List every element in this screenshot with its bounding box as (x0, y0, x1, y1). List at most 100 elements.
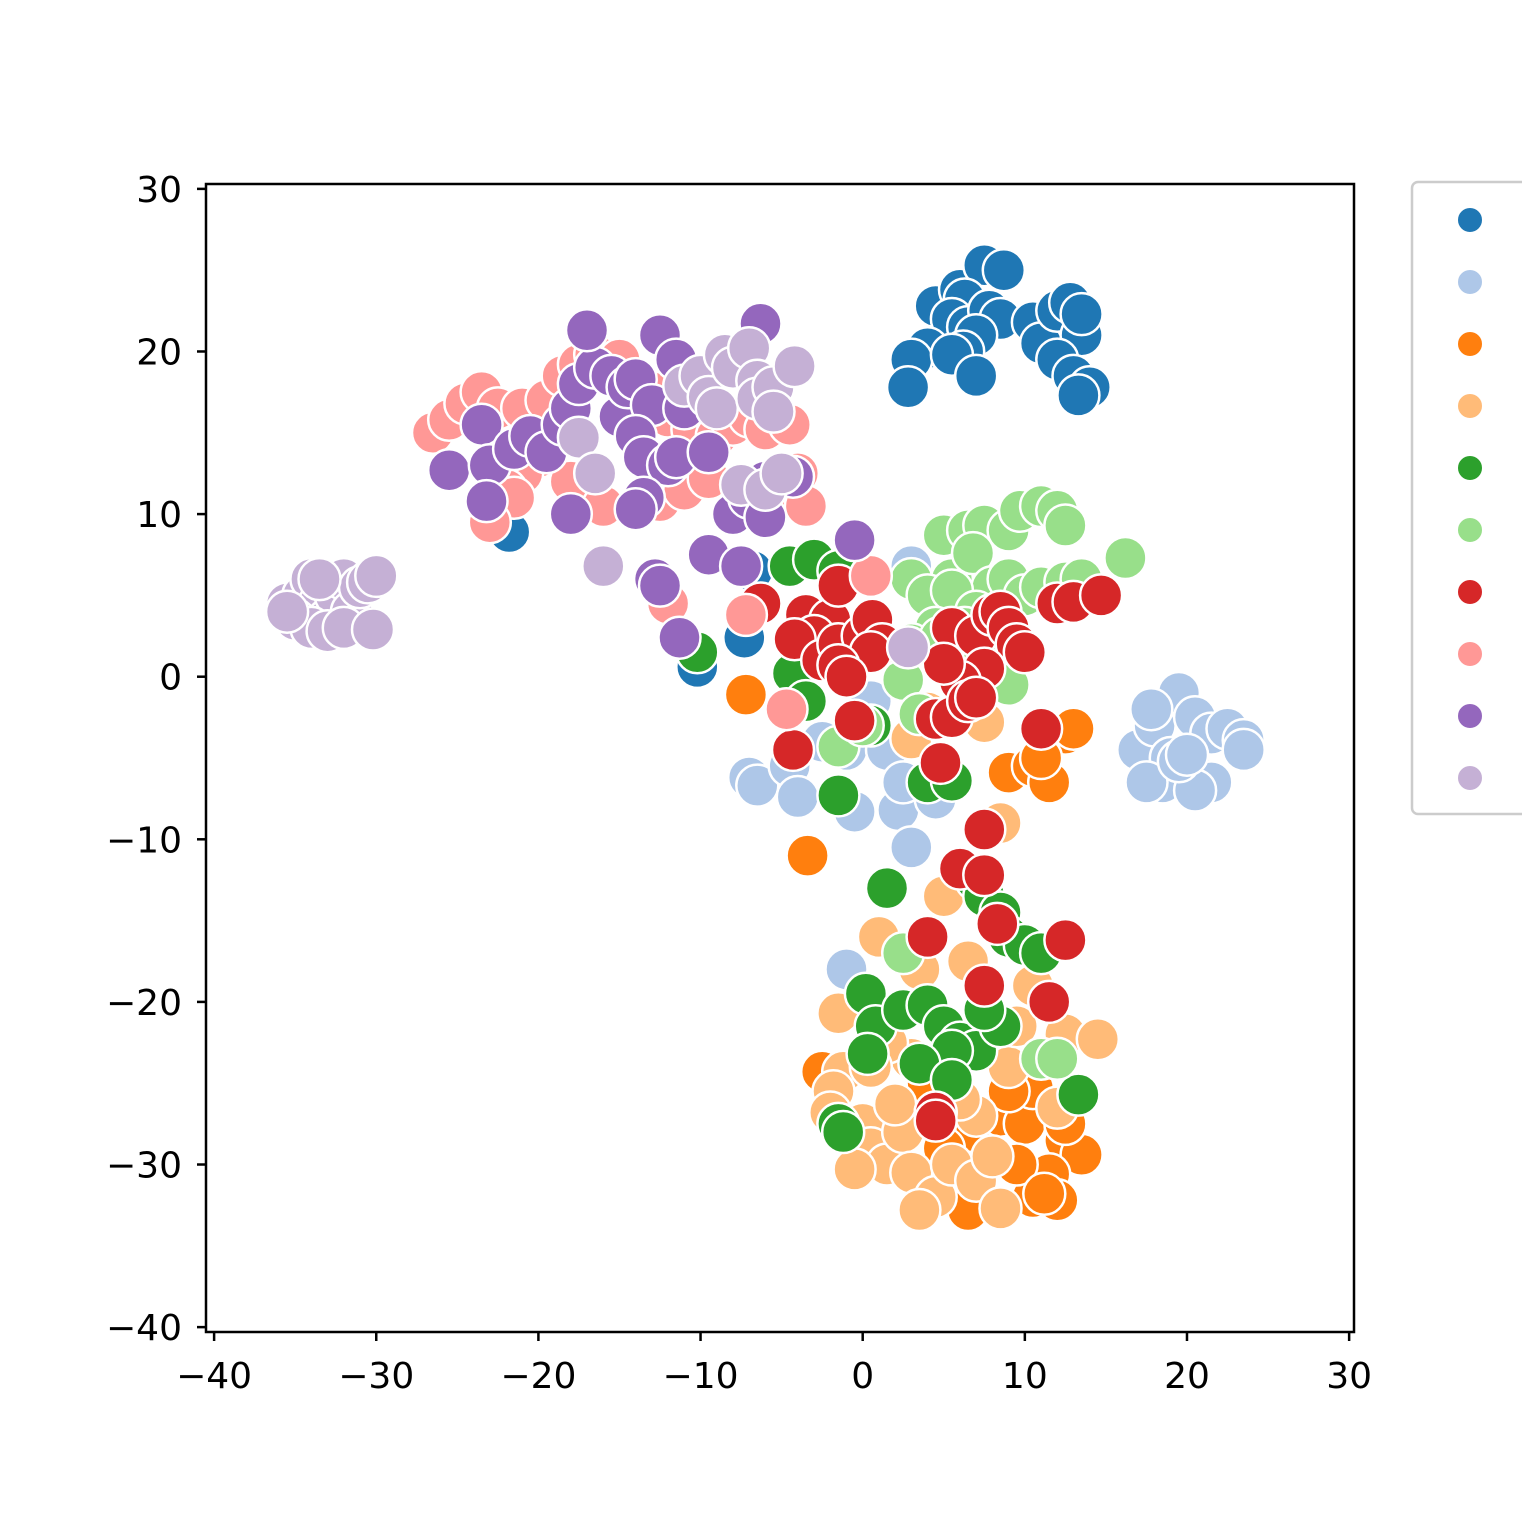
data-point-series-2 (1164, 732, 1210, 777)
data-point-series-10 (751, 389, 796, 434)
data-point-series-10 (350, 607, 396, 652)
data-point-series-7 (770, 727, 816, 773)
data-points (264, 243, 1266, 1233)
legend-marker (1456, 268, 1484, 296)
data-point-series-10 (694, 386, 740, 431)
x-axis: −40 −30 −20 −10 0 10 20 30 (176, 1332, 1372, 1397)
data-point-series-4 (832, 1147, 877, 1192)
data-point-series-9 (686, 430, 731, 475)
data-point-series-6 (950, 530, 996, 576)
data-point-series-8 (723, 592, 769, 638)
data-point-series-7 (913, 1098, 958, 1143)
data-point-series-2 (1221, 727, 1266, 773)
data-point-series-9 (832, 517, 877, 563)
data-point-series-9 (564, 308, 610, 353)
data-point-series-7 (1002, 630, 1048, 675)
data-point-series-7 (962, 963, 1007, 1008)
data-point-series-9 (657, 615, 702, 660)
data-point-series-8 (764, 686, 809, 732)
x-tick-label: 0 (851, 1356, 874, 1397)
y-tick-label: 0 (159, 658, 182, 699)
x-tick-label: −30 (338, 1356, 414, 1397)
legend-marker (1456, 578, 1484, 606)
y-tick-label: −40 (106, 1308, 182, 1349)
data-point-series-10 (581, 543, 626, 589)
data-point-series-10 (572, 451, 618, 496)
data-point-series-5 (1056, 1072, 1101, 1117)
data-point-series-1 (1059, 291, 1104, 337)
data-point-series-3 (723, 672, 769, 717)
data-point-series-5 (816, 773, 861, 818)
data-point-series-2 (775, 774, 821, 820)
data-point-series-7 (975, 901, 1020, 947)
data-point-series-9 (426, 447, 472, 493)
data-point-series-1 (981, 247, 1027, 293)
legend-marker (1456, 516, 1484, 544)
data-point-series-9 (464, 478, 509, 524)
y-tick-label: −20 (106, 983, 182, 1024)
data-point-series-5 (820, 1109, 866, 1155)
data-point-series-9 (613, 486, 658, 532)
data-point-series-6 (1043, 503, 1088, 548)
legend-marker (1456, 392, 1484, 420)
data-point-series-7 (1026, 979, 1072, 1025)
data-point-series-2 (1124, 760, 1169, 805)
legend-frame (1410, 180, 1522, 816)
data-point-series-7 (1078, 573, 1124, 618)
data-point-series-3 (1022, 1171, 1067, 1217)
y-tick-label: 10 (136, 495, 182, 536)
data-point-series-2 (735, 763, 780, 808)
data-point-series-10 (885, 625, 931, 670)
y-tick-label: −30 (106, 1146, 182, 1187)
data-point-series-4 (970, 1134, 1015, 1179)
data-point-series-10 (759, 451, 804, 496)
x-tick-label: 30 (1326, 1356, 1372, 1397)
data-point-series-10 (354, 553, 399, 599)
data-point-series-7 (824, 654, 869, 699)
legend-marker (1456, 764, 1484, 792)
y-tick-label: 20 (136, 332, 182, 373)
data-point-series-10 (772, 343, 817, 389)
data-point-series-4 (978, 1186, 1023, 1231)
x-tick-label: −40 (176, 1356, 252, 1397)
data-point-series-6 (1103, 535, 1148, 581)
data-point-series-7 (962, 852, 1007, 898)
data-point-series-7 (905, 914, 950, 960)
x-tick-label: −20 (500, 1356, 576, 1397)
y-tick-label: −10 (106, 820, 182, 861)
legend-marker (1456, 454, 1484, 482)
data-point-series-7 (918, 740, 963, 786)
data-point-series-1 (1056, 373, 1101, 418)
legend-marker (1456, 640, 1484, 668)
data-point-series-3 (785, 833, 830, 878)
data-point-series-2 (889, 825, 934, 870)
y-tick-label: 30 (136, 170, 182, 211)
x-tick-label: 10 (1002, 1356, 1048, 1397)
data-point-series-9 (637, 563, 683, 608)
data-point-series-7 (1043, 917, 1088, 963)
legend (1410, 180, 1522, 816)
legend-marker (1456, 330, 1484, 358)
plot-frame (204, 182, 1356, 1334)
x-tick-label: 20 (1164, 1356, 1210, 1397)
data-point-series-7 (832, 698, 877, 743)
data-point-series-7 (953, 675, 999, 721)
legend-marker (1456, 206, 1484, 234)
x-tick-label: −10 (663, 1356, 739, 1397)
data-point-series-9 (718, 543, 764, 589)
data-point-series-2 (1129, 686, 1174, 732)
legend-marker (1456, 702, 1484, 730)
data-point-series-7 (1018, 706, 1064, 751)
data-point-series-5 (864, 865, 910, 911)
y-axis: 30 20 10 0 −10 −20 −30 −40 (106, 170, 206, 1349)
data-point-series-4 (872, 1082, 918, 1127)
data-point-series-10 (264, 589, 310, 634)
data-point-series-9 (548, 491, 594, 537)
data-point-series-7 (962, 807, 1007, 852)
data-point-series-10 (297, 556, 342, 602)
data-point-series-5 (845, 1031, 890, 1077)
data-point-series-6 (1035, 1036, 1080, 1082)
data-point-series-4 (897, 1187, 942, 1233)
data-point-series-1 (953, 353, 999, 399)
